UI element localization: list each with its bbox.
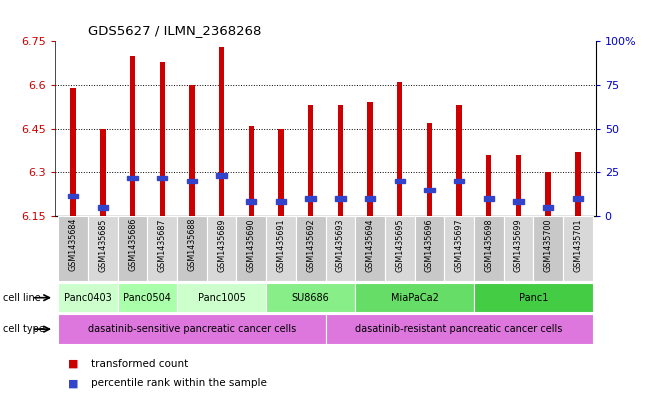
Bar <box>504 216 533 281</box>
Text: GDS5627 / ILMN_2368268: GDS5627 / ILMN_2368268 <box>88 24 261 37</box>
Text: cell type: cell type <box>3 324 45 334</box>
Text: GSM1435693: GSM1435693 <box>336 218 345 272</box>
Text: GSM1435698: GSM1435698 <box>484 218 493 272</box>
Text: GSM1435687: GSM1435687 <box>158 218 167 272</box>
Bar <box>424 188 435 192</box>
Bar <box>266 283 355 312</box>
Bar <box>159 62 165 216</box>
Text: GSM1435688: GSM1435688 <box>187 218 197 272</box>
Bar <box>365 196 375 201</box>
Bar <box>266 216 296 281</box>
Bar <box>326 216 355 281</box>
Bar <box>177 216 207 281</box>
Bar <box>98 205 108 209</box>
Bar <box>513 199 523 204</box>
Text: GSM1435689: GSM1435689 <box>217 218 226 272</box>
Text: ■: ■ <box>68 358 79 369</box>
Text: cell line: cell line <box>3 293 41 303</box>
Bar <box>385 216 415 281</box>
Text: transformed count: transformed count <box>91 358 188 369</box>
Bar <box>118 216 147 281</box>
Text: dasatinib-resistant pancreatic cancer cells: dasatinib-resistant pancreatic cancer ce… <box>355 324 562 334</box>
Text: GSM1435691: GSM1435691 <box>277 218 286 272</box>
Text: Panc1: Panc1 <box>519 293 548 303</box>
Bar <box>546 173 551 216</box>
Text: GSM1435692: GSM1435692 <box>306 218 315 272</box>
Text: ■: ■ <box>68 378 79 388</box>
Text: GSM1435697: GSM1435697 <box>454 218 464 272</box>
Bar <box>355 216 385 281</box>
Bar <box>118 283 177 312</box>
Bar <box>338 105 343 216</box>
Bar <box>276 199 286 204</box>
Bar <box>444 216 474 281</box>
Bar <box>296 216 326 281</box>
Text: Panc0504: Panc0504 <box>124 293 171 303</box>
Bar <box>207 216 236 281</box>
Bar <box>575 152 581 216</box>
Bar <box>88 216 118 281</box>
Bar <box>474 283 592 312</box>
Bar <box>100 129 105 216</box>
Text: dasatinib-sensitive pancreatic cancer cells: dasatinib-sensitive pancreatic cancer ce… <box>88 324 296 334</box>
Bar <box>355 283 474 312</box>
Bar <box>573 196 583 201</box>
Text: Panc0403: Panc0403 <box>64 293 112 303</box>
Bar <box>157 176 167 180</box>
Bar <box>278 129 284 216</box>
Text: percentile rank within the sample: percentile rank within the sample <box>91 378 267 388</box>
Bar <box>308 105 313 216</box>
Bar <box>474 216 504 281</box>
Bar <box>454 179 464 184</box>
Bar <box>68 194 78 198</box>
Bar <box>59 216 88 281</box>
Bar <box>427 123 432 216</box>
Text: GSM1435699: GSM1435699 <box>514 218 523 272</box>
Bar <box>543 205 553 209</box>
Bar <box>216 173 227 178</box>
Bar <box>130 56 135 216</box>
Bar <box>516 155 521 216</box>
Bar <box>236 216 266 281</box>
Bar <box>533 216 563 281</box>
Bar <box>335 196 346 201</box>
Bar <box>484 196 494 201</box>
Bar <box>59 314 326 344</box>
Text: GSM1435694: GSM1435694 <box>365 218 374 272</box>
Bar <box>177 283 266 312</box>
Bar <box>415 216 444 281</box>
Text: GSM1435684: GSM1435684 <box>68 218 77 272</box>
Bar <box>395 179 405 184</box>
Bar <box>397 82 402 216</box>
Text: GSM1435686: GSM1435686 <box>128 218 137 272</box>
Bar <box>326 314 592 344</box>
Bar <box>59 283 118 312</box>
Bar <box>219 47 224 216</box>
Text: GSM1435700: GSM1435700 <box>544 218 553 272</box>
Bar <box>70 88 76 216</box>
Bar <box>456 105 462 216</box>
Bar <box>367 103 373 216</box>
Bar <box>249 126 254 216</box>
Text: GSM1435696: GSM1435696 <box>425 218 434 272</box>
Bar <box>305 196 316 201</box>
Text: MiaPaCa2: MiaPaCa2 <box>391 293 439 303</box>
Bar <box>187 179 197 184</box>
Bar <box>189 85 195 216</box>
Bar <box>147 216 177 281</box>
Text: GSM1435685: GSM1435685 <box>98 218 107 272</box>
Bar <box>128 176 138 180</box>
Text: Panc1005: Panc1005 <box>198 293 245 303</box>
Text: GSM1435701: GSM1435701 <box>574 218 583 272</box>
Text: GSM1435690: GSM1435690 <box>247 218 256 272</box>
Text: SU8686: SU8686 <box>292 293 329 303</box>
Text: GSM1435695: GSM1435695 <box>395 218 404 272</box>
Bar <box>563 216 592 281</box>
Bar <box>486 155 492 216</box>
Bar <box>246 199 256 204</box>
